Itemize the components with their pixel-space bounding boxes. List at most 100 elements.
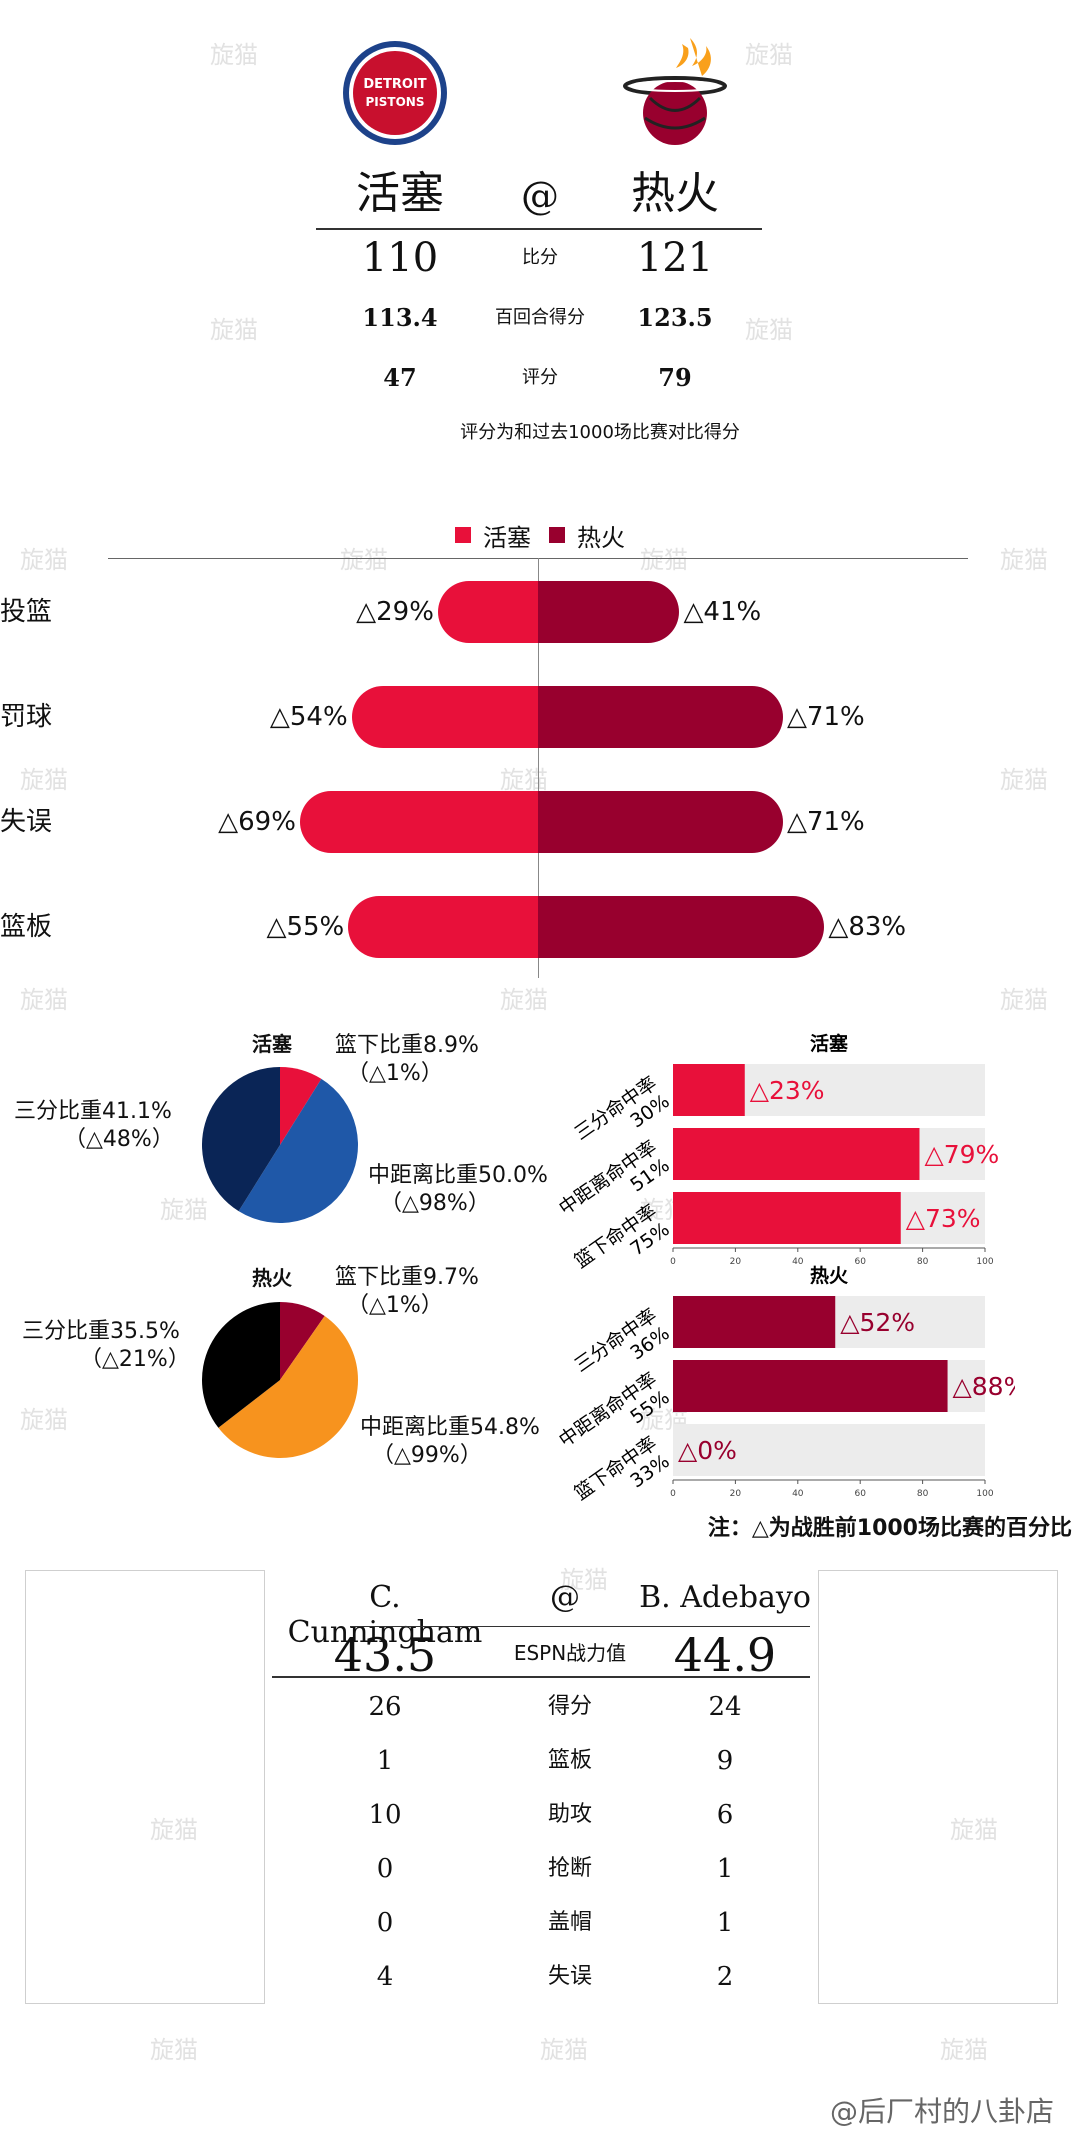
pistons-pie-label-three: 三分比重41.1% （△48%）: [14, 1098, 174, 1154]
heat-pie-rim-name: 篮下比重9.7%: [335, 1264, 479, 1292]
heat-fg-value-label: △0%: [678, 1436, 737, 1465]
heat-pie-rim-sub: （△1%）: [335, 1292, 479, 1320]
comparison-value-heat: △71%: [787, 686, 907, 748]
pistons-pie-label-rim: 篮下比重8.9% （△1%）: [335, 1032, 479, 1088]
header-home-value: 123.5: [575, 298, 775, 338]
comparison-value-heat: △71%: [787, 791, 907, 853]
right-player-stat: 1: [640, 1842, 810, 1896]
pistons-fg-value-label: △79%: [924, 1140, 999, 1169]
watermark-text: 旋猫: [745, 35, 793, 70]
watermark-text: 旋猫: [1000, 980, 1048, 1015]
comparison-value-pistons: △55%: [224, 896, 344, 958]
left-player-stat: 10: [300, 1788, 470, 1842]
heat-pie-title: 热火: [222, 1262, 322, 1291]
heat-fg-tick-label: 20: [730, 1489, 742, 1499]
legend-swatch-pistons: [455, 527, 471, 543]
heat-fg-chart: 热火△52%三分命中率36%△88%中距离命中率55%△0%篮下命中率33%02…: [545, 1262, 1015, 1512]
pistons-fg-bar: [673, 1064, 745, 1116]
right-espn-value: 44.9: [640, 1628, 810, 1682]
pistons-fg-value-label: △23%: [750, 1076, 825, 1105]
right-player-stat: 2: [640, 1950, 810, 2004]
heat-fg-title: 热火: [810, 1264, 849, 1287]
player-stat-label: 篮板: [480, 1734, 660, 1788]
pistons-fg-bar: [673, 1192, 901, 1244]
pistons-pie-rim-sub: （△1%）: [335, 1060, 479, 1088]
watermark-text: 旋猫: [1000, 540, 1048, 575]
heat-fg-tick-label: 0: [670, 1489, 676, 1499]
watermark-text: 旋猫: [500, 980, 548, 1015]
watermark-text: 旋猫: [210, 35, 258, 70]
comparison-bar-heat: [538, 581, 679, 643]
player-divider-top: [350, 1626, 810, 1627]
player-stat-label: 失误: [480, 1950, 660, 2004]
legend-swatch-heat: [549, 527, 565, 543]
espn-label: ESPN战力值: [480, 1638, 660, 1668]
pistons-pie-three-name: 三分比重41.1%: [14, 1098, 174, 1126]
pistons-pie-three-sub: （△48%）: [14, 1126, 174, 1154]
right-player-stat: 9: [640, 1734, 810, 1788]
watermark-text: 旋猫: [20, 1400, 68, 1435]
comparison-bar-heat: [538, 791, 783, 853]
heat-pie-mid-name: 中距离比重54.8%: [360, 1414, 540, 1442]
comparison-category-label: 投篮: [0, 581, 80, 643]
comparison-bar-heat: [538, 686, 783, 748]
comparison-bar-pistons: [438, 581, 538, 643]
right-player-stat: 24: [640, 1680, 810, 1734]
comparison-bar-pistons: [352, 686, 538, 748]
player-stat-label: 得分: [480, 1680, 660, 1734]
header-home-value: 79: [575, 358, 775, 398]
comparison-value-pistons: △54%: [228, 686, 348, 748]
comparison-value-pistons: △29%: [314, 581, 434, 643]
right-player-stat: 1: [640, 1896, 810, 1950]
credit-text: @后厂村的八卦店: [830, 2090, 1054, 2130]
heat-fg-bar: [673, 1360, 948, 1412]
pistons-logo: DETROIT PISTONS: [340, 38, 450, 148]
legend-label-pistons: 活塞: [483, 518, 531, 553]
heat-pie-label-mid: 中距离比重54.8% （△99%）: [360, 1414, 540, 1470]
watermark-text: 旋猫: [20, 980, 68, 1015]
player-at-symbol: @: [520, 1580, 610, 1615]
pistons-pie-label-mid: 中距离比重50.0% （△98%）: [368, 1162, 548, 1218]
svg-text:DETROIT: DETROIT: [363, 77, 426, 92]
home-team-name: 热火: [575, 168, 775, 220]
right-player-photo-placeholder: [818, 1570, 1058, 2004]
pistons-pie-title: 活塞: [222, 1028, 322, 1057]
watermark-text: 旋猫: [20, 540, 68, 575]
away-team-name: 活塞: [300, 168, 500, 220]
heat-fg-tick-label: 40: [792, 1489, 804, 1499]
right-player-stat: 6: [640, 1788, 810, 1842]
heat-fg-tick-label: 60: [854, 1489, 866, 1499]
heat-fg-tick-label: 100: [976, 1489, 993, 1499]
watermark-text: 旋猫: [210, 310, 258, 345]
pistons-pie-mid-sub: （△98%）: [368, 1190, 548, 1218]
comparison-bar-heat: [538, 896, 824, 958]
watermark-text: 旋猫: [1000, 760, 1048, 795]
heat-fg-bar: [673, 1296, 835, 1348]
heat-pie-label-three: 三分比重35.5% （△21%）: [22, 1318, 190, 1374]
comparison-category-label: 篮板: [0, 896, 80, 958]
comparison-category-label: 失误: [0, 791, 80, 853]
player-divider-bottom: [272, 1676, 810, 1678]
legend-label-heat: 热火: [577, 518, 625, 553]
svg-text:PISTONS: PISTONS: [366, 95, 425, 109]
watermark-text: 旋猫: [150, 2030, 198, 2065]
heat-logo: [620, 28, 730, 148]
comparison-bar-pistons: [300, 791, 538, 853]
heat-pie-three-sub: （△21%）: [22, 1346, 190, 1374]
right-player-name: B. Adebayo: [630, 1580, 820, 1615]
rating-note: 评分为和过去1000场比赛对比得分: [400, 418, 800, 444]
header-divider: [316, 228, 762, 230]
comparison-value-pistons: △69%: [176, 791, 296, 853]
left-espn-value: 43.5: [300, 1628, 470, 1682]
left-player-stat: 0: [300, 1842, 470, 1896]
player-stat-label: 助攻: [480, 1788, 660, 1842]
pistons-fg-bar: [673, 1128, 919, 1180]
heat-pie-label-rim: 篮下比重9.7% （△1%）: [335, 1264, 479, 1320]
pistons-pie-mid-name: 中距离比重50.0%: [368, 1162, 548, 1190]
left-player-photo-placeholder: [25, 1570, 265, 2004]
player-stat-label: 盖帽: [480, 1896, 660, 1950]
comparison-category-label: 罚球: [0, 686, 80, 748]
